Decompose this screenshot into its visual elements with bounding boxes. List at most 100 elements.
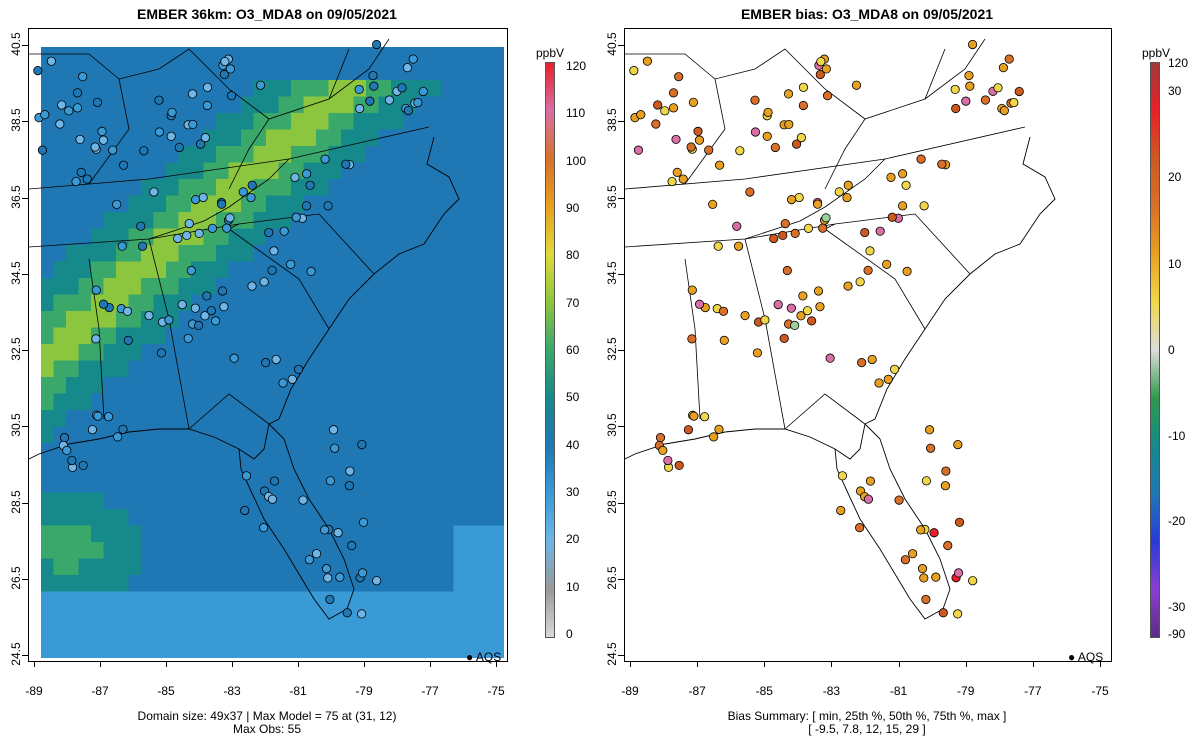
grid-cell xyxy=(103,278,117,295)
y-tick xyxy=(22,197,28,199)
grid-cell xyxy=(391,426,404,444)
bias-map xyxy=(625,29,1111,661)
grid-cell xyxy=(478,195,492,213)
grid-cell xyxy=(378,63,392,81)
grid-cell xyxy=(466,542,479,559)
grid-cell xyxy=(91,47,104,64)
grid-cell xyxy=(116,525,129,543)
bias-marker xyxy=(886,172,896,182)
grid-cell xyxy=(353,525,367,543)
grid-cell xyxy=(41,509,54,526)
bias-marker xyxy=(763,107,773,117)
bias-marker xyxy=(882,259,892,269)
grid-cell xyxy=(353,344,367,361)
bias-marker xyxy=(919,573,929,583)
bias-marker xyxy=(842,192,852,203)
grid-cell xyxy=(291,558,304,576)
grid-cell xyxy=(53,575,67,592)
grid-cell xyxy=(491,311,504,328)
grid-cell xyxy=(66,228,79,246)
grid-cell xyxy=(316,426,329,444)
bias-marker xyxy=(803,223,814,233)
grid-cell xyxy=(66,558,79,576)
grid-cell xyxy=(266,278,279,295)
grid-cell xyxy=(253,459,267,477)
station-marker xyxy=(72,103,83,113)
bias-marker xyxy=(672,167,682,177)
grid-cell xyxy=(241,63,254,81)
grid-cell xyxy=(453,195,467,213)
grid-cell xyxy=(491,410,504,427)
grid-cell xyxy=(291,608,304,625)
grid-cell xyxy=(291,146,304,163)
grid-cell xyxy=(128,410,142,427)
station-marker xyxy=(195,139,206,149)
grid-cell xyxy=(403,80,417,97)
bias-marker xyxy=(674,460,684,471)
state-boundary xyxy=(824,223,926,330)
grid-cell xyxy=(153,591,167,609)
grid-cell xyxy=(491,344,504,361)
grid-cell xyxy=(228,377,242,394)
grid-cell xyxy=(366,492,379,510)
grid-cell xyxy=(41,261,54,279)
left-footer-line2: Max Obs: 55 xyxy=(232,722,302,736)
grid-cell xyxy=(416,558,429,576)
grid-cell xyxy=(53,393,67,411)
grid-cell xyxy=(291,344,304,361)
grid-cell xyxy=(353,146,367,163)
grid-cell xyxy=(78,212,92,229)
bias-marker xyxy=(951,103,961,114)
grid-cell xyxy=(53,525,67,543)
grid-cell xyxy=(128,624,142,642)
grid-cell xyxy=(328,327,342,345)
station-marker xyxy=(335,572,345,582)
grid-cell xyxy=(116,80,129,97)
grid-cell xyxy=(216,591,229,609)
grid-cell xyxy=(153,113,167,130)
bias-marker xyxy=(1009,97,1019,108)
left-y-tick-label: 40.5 xyxy=(9,32,23,56)
grid-cell xyxy=(453,492,467,510)
grid-cell xyxy=(303,393,317,411)
grid-cell xyxy=(453,261,467,279)
grid-cell xyxy=(491,459,504,477)
grid-cell xyxy=(291,410,304,427)
grid-cell xyxy=(403,377,417,394)
grid-cell xyxy=(441,245,454,262)
bias-marker xyxy=(653,100,663,110)
grid-cell xyxy=(366,195,379,213)
ozone-stations xyxy=(33,39,428,619)
grid-cell xyxy=(216,443,229,460)
grid-cell xyxy=(366,624,379,642)
grid-cell xyxy=(403,641,417,658)
grid-cell xyxy=(103,608,117,625)
grid-cell xyxy=(366,294,379,312)
grid-cell xyxy=(203,525,217,543)
grid-cell xyxy=(341,129,354,147)
grid-cell xyxy=(428,146,442,163)
grid-cell xyxy=(228,443,242,460)
grid-cell xyxy=(191,96,204,114)
grid-cell xyxy=(466,360,479,378)
grid-cell xyxy=(441,195,454,213)
grid-cell xyxy=(278,278,292,295)
grid-cell xyxy=(441,410,454,427)
grid-cell xyxy=(228,162,242,180)
grid-cell xyxy=(353,641,367,658)
grid-cell xyxy=(441,327,454,345)
grid-cell xyxy=(303,327,317,345)
station-marker xyxy=(82,174,92,184)
bias-marker xyxy=(642,56,652,66)
grid-cell xyxy=(428,443,442,460)
grid-cell xyxy=(378,591,392,609)
grid-cell xyxy=(416,344,429,361)
grid-cell xyxy=(428,195,442,213)
grid-cell xyxy=(216,261,229,279)
grid-cell xyxy=(316,47,329,64)
grid-cell xyxy=(366,542,379,559)
station-marker xyxy=(177,300,187,310)
grid-cell xyxy=(378,327,392,345)
grid-cell xyxy=(166,641,179,658)
station-marker xyxy=(397,83,407,93)
